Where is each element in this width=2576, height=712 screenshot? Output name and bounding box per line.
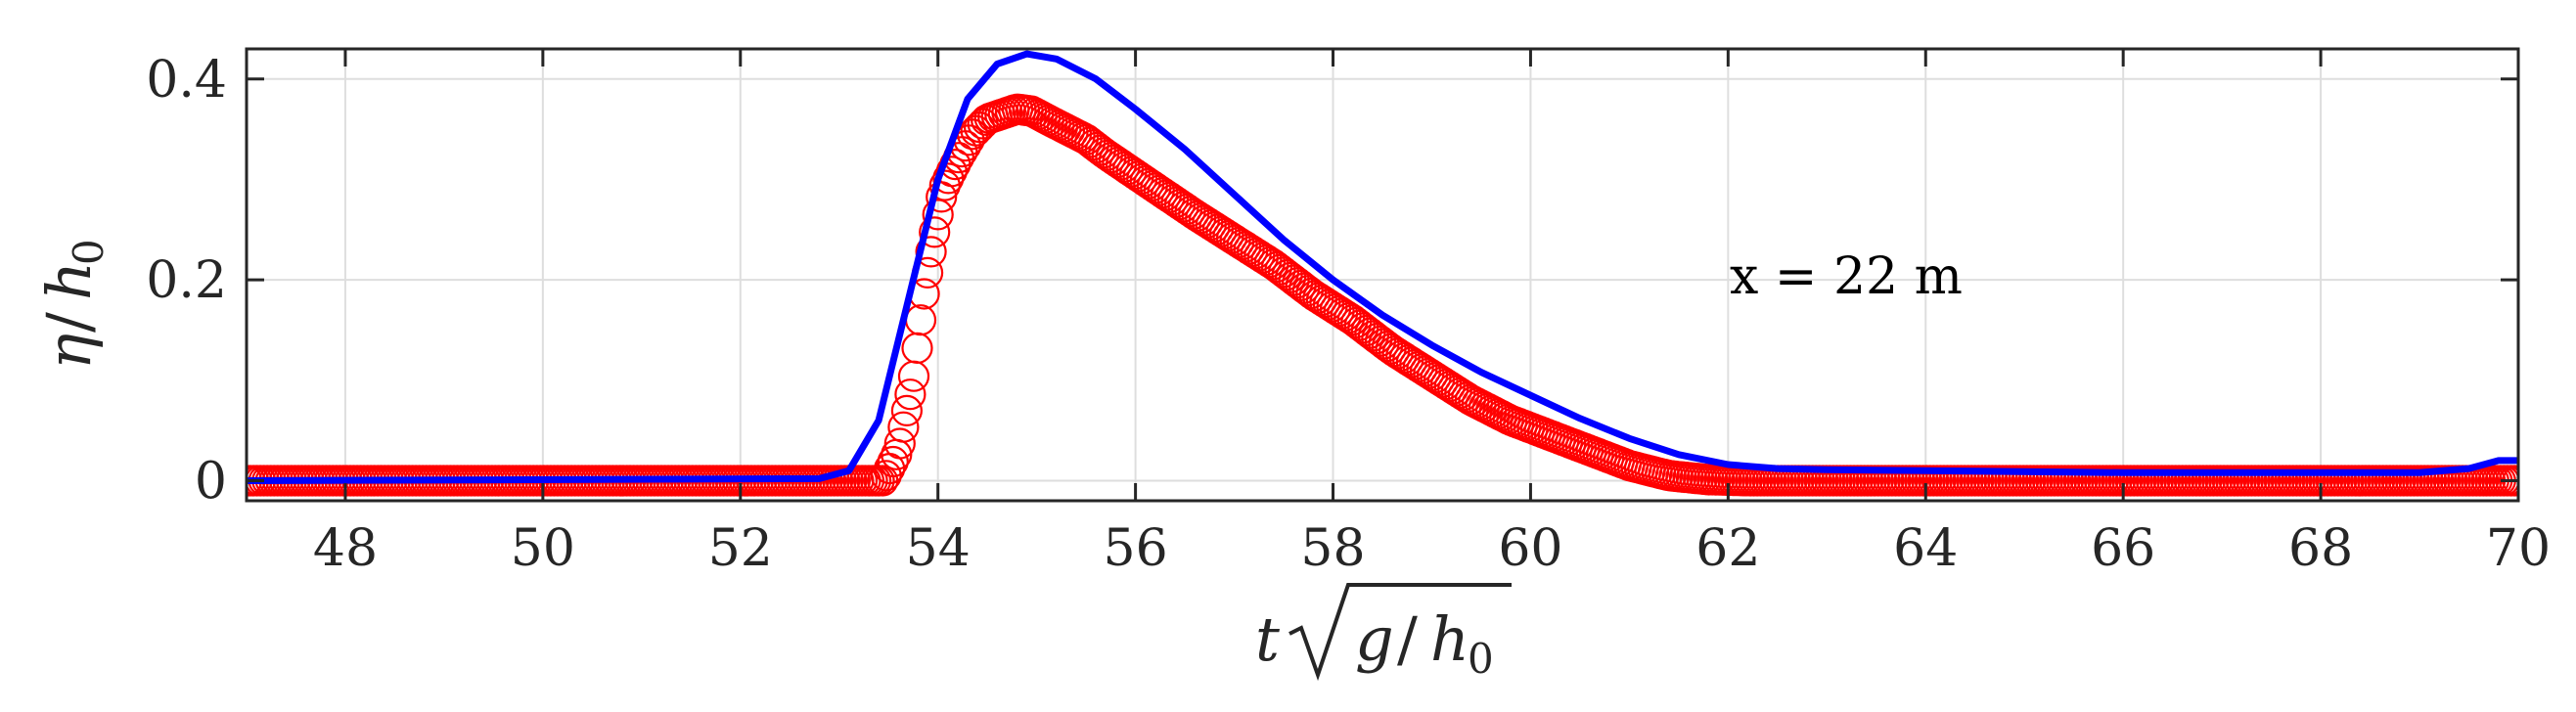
- x-tick-label: 52: [708, 519, 773, 578]
- x-tick-label: 58: [1300, 519, 1365, 578]
- data-point-marker: [870, 460, 902, 492]
- y-axis-label-eta: η: [33, 334, 105, 370]
- data-point-marker: [932, 162, 965, 195]
- x-tick-label: 54: [906, 519, 971, 578]
- x-tick-label: 64: [1893, 519, 1958, 578]
- y-axis-label: η / h 0: [33, 239, 113, 370]
- ticks: [247, 49, 2520, 501]
- x-tick-label: 68: [2288, 519, 2353, 578]
- x-axis-label-subscript: 0: [1468, 635, 1494, 683]
- x-tick-label: 56: [1104, 519, 1168, 578]
- x-tick-label: 60: [1498, 519, 1562, 578]
- y-axis-label-subscript: 0: [65, 239, 113, 265]
- x-axis-label: t g / h 0: [1255, 583, 1512, 683]
- y-tick-label: 0.2: [146, 251, 227, 310]
- data-point-marker: [935, 156, 968, 188]
- x-tick-label: 50: [511, 519, 575, 578]
- plot-frame: [245, 47, 2520, 503]
- annotation-location: x = 22 m: [1730, 247, 1963, 306]
- x-axis-label-slash: /: [1397, 603, 1418, 675]
- data-point-marker: [890, 394, 924, 426]
- y-tick-labels: 0 0.2 0.4: [146, 51, 227, 512]
- series-group: [247, 50, 2518, 497]
- data-point-marker: [915, 236, 947, 268]
- data-point-marker: [919, 216, 951, 248]
- x-tick-label: 62: [1695, 519, 1760, 578]
- data-point-marker: [883, 427, 916, 460]
- series-markers-1: [247, 93, 2518, 497]
- x-axis-label-g: g: [1355, 603, 1394, 675]
- data-point-marker: [922, 199, 954, 231]
- x-axis-label-t: t: [1255, 603, 1280, 675]
- sqrt-radical-icon: [1288, 583, 1512, 682]
- data-point-marker: [928, 169, 961, 201]
- y-tick-label: 0: [195, 452, 227, 511]
- data-point-marker: [877, 445, 909, 478]
- plot-area: [247, 49, 2518, 501]
- series-line-0: [247, 50, 2518, 484]
- y-axis-label-h: h: [33, 261, 105, 300]
- data-point-marker: [894, 378, 926, 411]
- x-tick-label: 70: [2486, 519, 2551, 578]
- data-point-marker: [887, 411, 920, 443]
- x-tick-label: 48: [313, 519, 378, 578]
- y-tick-label: 0.4: [146, 51, 227, 110]
- x-axis-label-h: h: [1430, 603, 1469, 675]
- x-tick-label: 66: [2091, 519, 2155, 578]
- x-tick-labels: 48 50 52 54 56 58 60 62 64 66 68 70: [313, 519, 2551, 578]
- y-axis-label-slash: /: [33, 312, 105, 333]
